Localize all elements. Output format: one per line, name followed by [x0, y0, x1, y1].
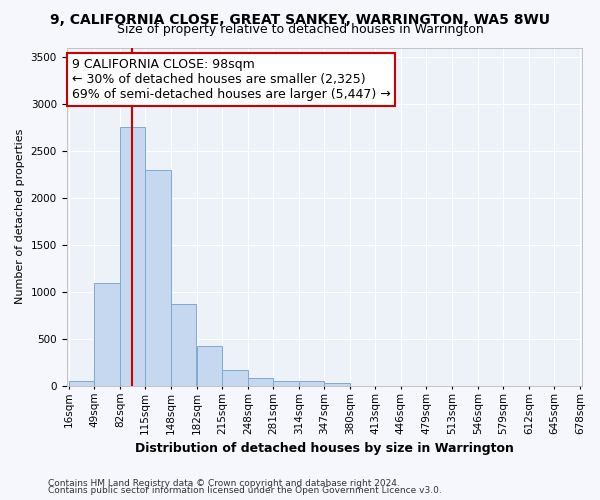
Bar — [171, 304, 196, 386]
Bar — [223, 370, 248, 386]
Bar — [69, 382, 94, 386]
Text: Size of property relative to detached houses in Warrington: Size of property relative to detached ho… — [116, 22, 484, 36]
Bar — [94, 282, 120, 386]
Text: Contains HM Land Registry data © Crown copyright and database right 2024.: Contains HM Land Registry data © Crown c… — [48, 478, 400, 488]
Text: Contains public sector information licensed under the Open Government Licence v3: Contains public sector information licen… — [48, 486, 442, 495]
Bar — [325, 383, 350, 386]
Bar — [248, 378, 274, 386]
Text: 9, CALIFORNIA CLOSE, GREAT SANKEY, WARRINGTON, WA5 8WU: 9, CALIFORNIA CLOSE, GREAT SANKEY, WARRI… — [50, 12, 550, 26]
Text: 9 CALIFORNIA CLOSE: 98sqm
← 30% of detached houses are smaller (2,325)
69% of se: 9 CALIFORNIA CLOSE: 98sqm ← 30% of detac… — [71, 58, 391, 100]
Y-axis label: Number of detached properties: Number of detached properties — [15, 129, 25, 304]
Bar — [299, 381, 325, 386]
Bar — [120, 128, 145, 386]
X-axis label: Distribution of detached houses by size in Warrington: Distribution of detached houses by size … — [135, 442, 514, 455]
Bar — [197, 346, 223, 386]
Bar — [145, 170, 171, 386]
Bar — [274, 381, 299, 386]
